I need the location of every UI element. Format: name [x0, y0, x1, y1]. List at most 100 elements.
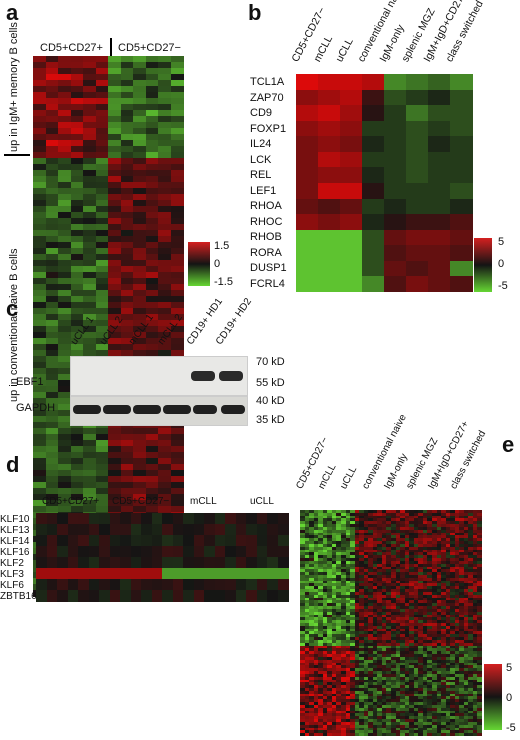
- heatmap-cell: [450, 538, 456, 542]
- heatmap-cell: [381, 685, 387, 689]
- heatmap-cell: [454, 648, 460, 652]
- heatmap-cell: [313, 606, 319, 610]
- heatmap-cell: [45, 134, 59, 141]
- heatmap-cell: [108, 248, 121, 255]
- heatmap-cell: [36, 557, 47, 569]
- heatmap-cell: [454, 719, 460, 723]
- heatmap-cell: [318, 733, 324, 737]
- heatmap-cell: [95, 80, 109, 87]
- heatmap-cell: [372, 685, 378, 689]
- heatmap-cell: [386, 589, 392, 593]
- heatmap-cell: [300, 656, 306, 661]
- heatmap-cell: [350, 597, 356, 601]
- heatmap-cell: [345, 606, 351, 610]
- heatmap-cell: [183, 535, 194, 547]
- heatmap-cell: [235, 524, 247, 536]
- heatmap-cell: [468, 645, 474, 649]
- heatmap-cell: [431, 555, 437, 559]
- heatmap-cell: [133, 470, 146, 477]
- heatmap-cell: [422, 721, 428, 726]
- heatmap-cell: [422, 521, 428, 525]
- heatmap-cell: [400, 668, 406, 672]
- heatmap-cell: [359, 693, 365, 697]
- heatmap-cell: [381, 696, 387, 700]
- panel-e-label: e: [502, 432, 515, 457]
- heatmap-cell: [120, 182, 134, 189]
- heatmap-cell: [409, 594, 415, 599]
- heatmap-cell: [145, 176, 159, 183]
- heatmap-cell: [322, 594, 328, 599]
- heatmap-cell: [340, 611, 346, 615]
- heatmap-cell: [400, 721, 406, 726]
- heatmap-cell: [386, 623, 392, 627]
- heatmap-cell: [363, 606, 369, 610]
- heatmap-cell: [170, 146, 184, 153]
- heatmap-cell: [368, 637, 374, 641]
- heatmap-cell: [468, 546, 474, 551]
- heatmap-cell: [454, 631, 460, 635]
- heatmap-cell: [33, 350, 46, 357]
- heatmap-cell: [431, 676, 437, 680]
- heatmap-cell: [70, 350, 84, 357]
- heatmap-cell: [368, 631, 374, 635]
- heatmap-cell: [409, 524, 415, 528]
- heatmap-cell: [170, 236, 184, 243]
- heatmap-cell: [318, 89, 341, 106]
- heatmap-cell: [436, 668, 442, 672]
- heatmap-cell: [95, 212, 109, 219]
- heatmap-cell: [463, 665, 469, 669]
- heatmap-cell: [377, 685, 383, 689]
- heatmap-cell: [336, 679, 342, 683]
- heatmap-cell: [377, 690, 383, 695]
- heatmap-cell: [350, 702, 356, 706]
- heatmap-cell: [422, 673, 428, 678]
- heatmap-cell: [363, 518, 369, 522]
- heatmap-cell: [368, 721, 374, 726]
- heatmap-cell: [336, 623, 342, 627]
- heatmap-cell: [359, 529, 365, 534]
- heatmap-cell: [363, 560, 369, 565]
- heatmap-cell: [130, 546, 142, 558]
- heatmap-cell: [309, 552, 315, 556]
- heatmap-cell: [296, 167, 319, 184]
- heatmap-cell: [120, 535, 131, 547]
- heatmap-cell: [58, 440, 71, 447]
- heatmap-cell: [422, 558, 428, 562]
- heatmap-cell: [350, 693, 356, 697]
- heatmap-cell: [354, 696, 360, 700]
- heatmap-cell: [304, 634, 310, 638]
- panel-e-colorbar-max: 5: [506, 662, 513, 674]
- heatmap-cell: [427, 572, 433, 576]
- heatmap-cell: [340, 214, 363, 231]
- panel-e-colorbar-min: -5: [506, 722, 516, 734]
- heatmap-cell: [418, 623, 424, 627]
- heatmap-cell: [145, 98, 159, 105]
- heatmap-cell: [413, 597, 419, 601]
- heatmap-cell: [57, 524, 68, 536]
- heatmap-cell: [422, 594, 428, 599]
- heatmap-cell: [372, 625, 378, 630]
- heatmap-cell: [345, 727, 351, 731]
- heatmap-cell: [296, 260, 319, 277]
- heatmap-cell: [372, 569, 378, 573]
- heatmap-cell: [340, 651, 346, 655]
- heatmap-cell: [336, 558, 342, 562]
- heatmap-cell: [151, 590, 163, 602]
- heatmap-cell: [381, 719, 387, 723]
- heatmap-cell: [170, 482, 184, 489]
- heatmap-cell: [395, 733, 401, 737]
- heatmap-cell: [225, 535, 236, 547]
- heatmap-cell: [170, 458, 184, 465]
- heatmap-cell: [145, 164, 159, 171]
- heatmap-cell: [472, 673, 478, 678]
- heatmap-cell: [368, 704, 374, 709]
- heatmap-cell: [441, 574, 447, 579]
- heatmap-cell: [377, 704, 383, 709]
- heatmap-cell: [354, 529, 360, 534]
- heatmap-cell: [300, 716, 306, 720]
- heatmap-cell: [108, 116, 121, 123]
- heatmap-cell: [340, 713, 346, 717]
- heatmap-cell: [304, 721, 310, 726]
- heatmap-cell: [327, 521, 333, 525]
- heatmap-cell: [468, 600, 474, 604]
